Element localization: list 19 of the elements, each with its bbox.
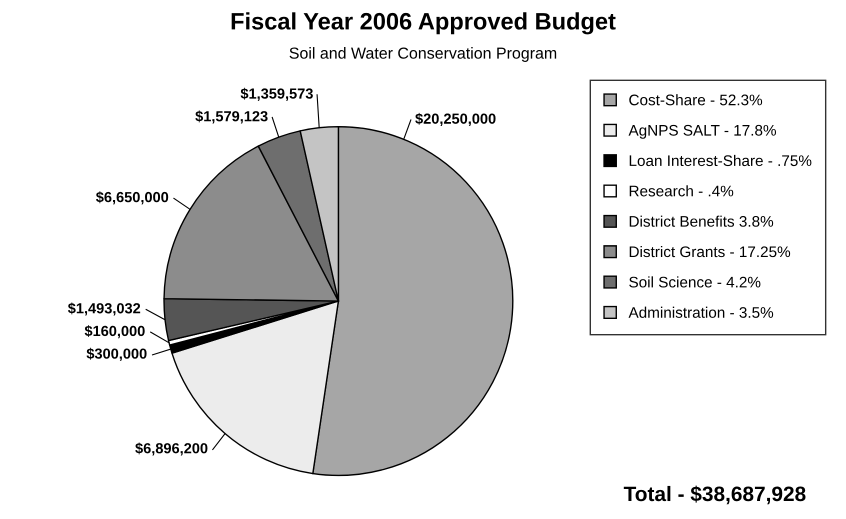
chart-title: Fiscal Year 2006 Approved Budget [232, 12, 616, 34]
data-label: $160,000 [84, 325, 145, 338]
data-label: $1,579,123 [195, 110, 268, 124]
legend-label: Administration - 3.5% [628, 306, 774, 318]
legend-label: Loan Interest-Share - .75% [630, 154, 812, 166]
legend-label: District Grants - 17.25% [630, 246, 790, 258]
data-label: $6,896,200 [135, 442, 208, 456]
data-label: $1,359,573 [240, 88, 313, 101]
legend-label: District Benefits 3.8% [630, 216, 774, 227]
text: Total - $38,687,928 [624, 486, 806, 504]
legend-label: Research - .4% [630, 185, 734, 196]
data-label: $1,493,032 [68, 302, 140, 316]
chart-subtitle: Soil and Water Conservation Program [290, 47, 556, 62]
data-label: $300,000 [86, 348, 147, 361]
data-label: $20,250,000 [415, 112, 496, 126]
legend-label: Cost-Share - 52.3% [629, 94, 762, 106]
legend-label: AgNPS SALT - 17.8% [628, 124, 776, 139]
legend-label: Soil Science - 4.2% [629, 276, 760, 288]
data-label: $6,650,000 [96, 191, 168, 204]
